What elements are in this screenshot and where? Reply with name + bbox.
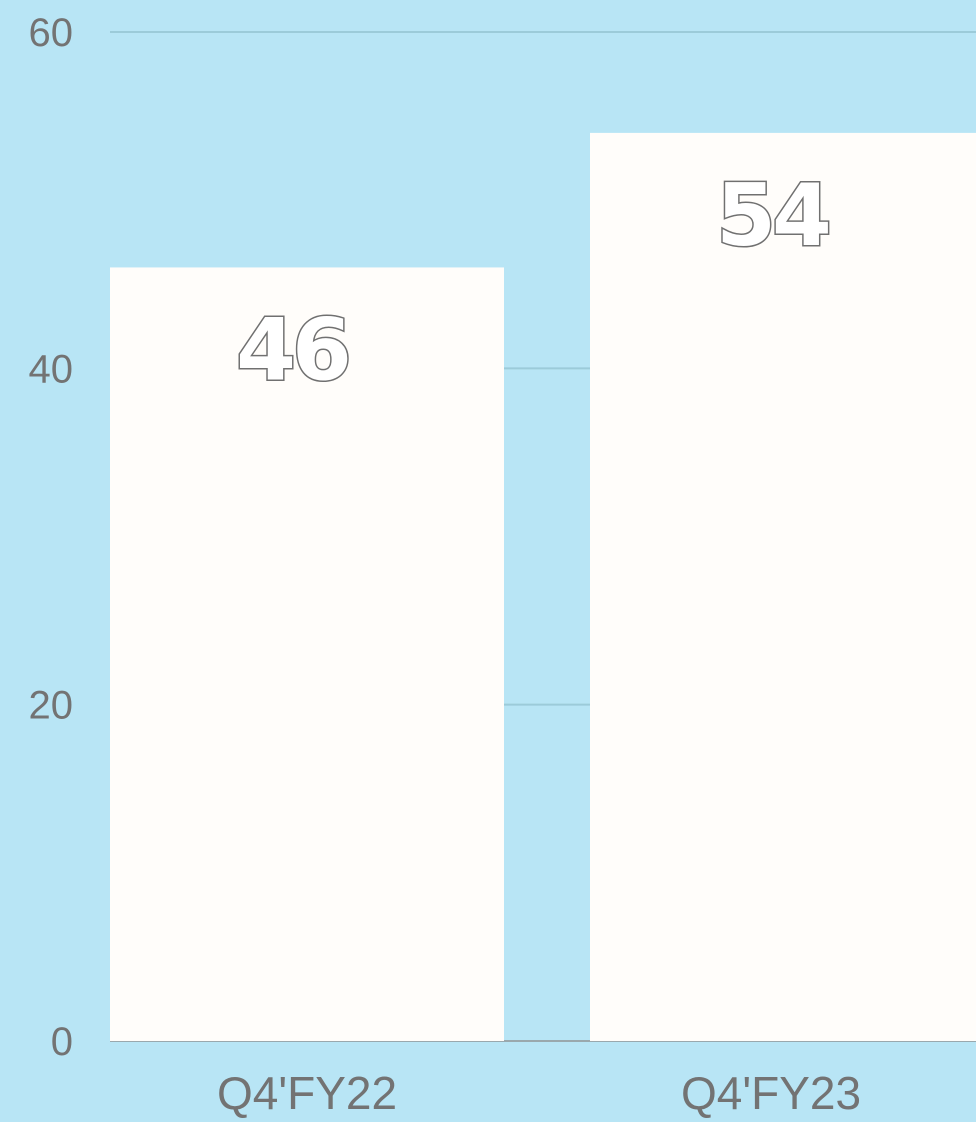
x-category-label: Q4'FY22 [217,1067,397,1119]
data-labels: 46 54 [235,164,834,402]
y-tick-label: 40 [29,347,74,391]
y-tick-label: 20 [29,684,74,728]
bars [110,132,976,1041]
x-axis-categories: Q4'FY22 Q4'FY23 [217,1067,861,1119]
y-tick-label: 0 [51,1020,73,1064]
data-label: 54 [716,166,828,266]
y-tick-label: 60 [29,11,74,55]
y-axis-ticks: 0 20 40 60 [29,11,74,1064]
bar-1 [590,132,976,1041]
x-category-label: Q4'FY23 [681,1067,861,1119]
data-label: 46 [236,300,348,400]
bar-0 [110,267,504,1041]
